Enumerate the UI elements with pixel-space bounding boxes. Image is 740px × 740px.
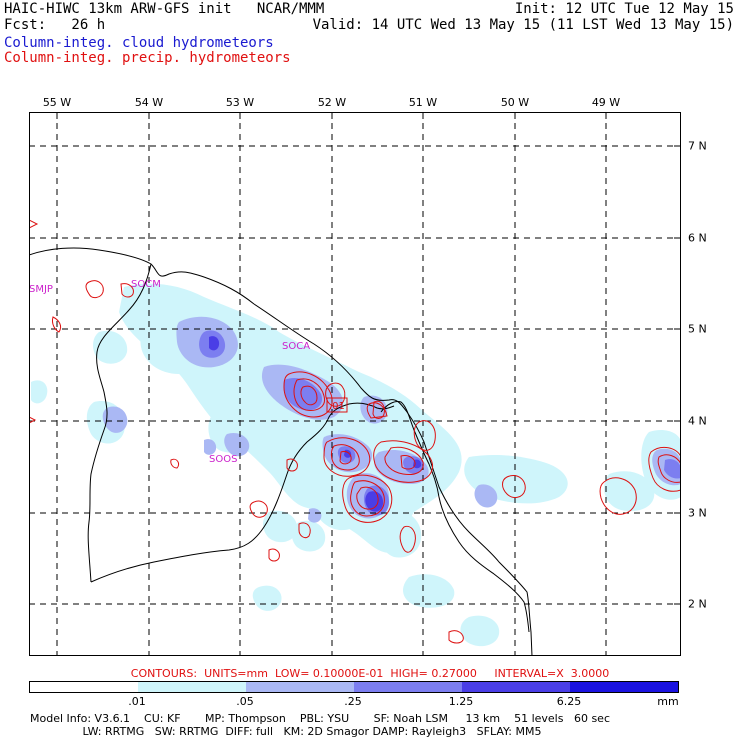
- lon-label-51w: 51 W: [408, 96, 438, 109]
- legend-tick-2: .25: [344, 695, 362, 708]
- legend-tick-0: .01: [128, 695, 146, 708]
- legend-seg-1: [138, 682, 246, 692]
- legend-tick-4: 6.25: [556, 695, 582, 708]
- station-soos: SOOS: [209, 454, 237, 465]
- lat-label-6n: 6 N: [688, 231, 707, 245]
- lat-label-3n: 3 N: [688, 506, 707, 520]
- map-frame: [29, 112, 681, 656]
- lon-label-52w: 52 W: [317, 96, 347, 109]
- plot-title: HAIC-HIWC 13km ARW-GFS init NCAR/MMM: [4, 1, 325, 17]
- lat-ticks: [674, 145, 681, 605]
- lat-label-2n: 2 N: [688, 597, 707, 611]
- lat-label-4n: 4 N: [688, 414, 707, 428]
- contour-info: CONTOURS: UNITS=mm LOW= 0.10000E-01 HIGH…: [130, 667, 610, 680]
- cloud-field-label: Column-integ. cloud hydrometeors: [4, 35, 274, 51]
- station-smjp: SMJP: [29, 284, 53, 295]
- lon-label-53w: 53 W: [225, 96, 255, 109]
- legend-seg-2: [246, 682, 354, 692]
- legend-tick-3: 1.25: [448, 695, 474, 708]
- lat-lon-grid: [29, 112, 681, 656]
- valid-time: Valid: 14 UTC Wed 13 May 15 (11 LST Wed …: [312, 17, 734, 33]
- forecast-hour: Fcst: 26 h: [4, 17, 106, 33]
- lat-label-7n: 7 N: [688, 139, 707, 153]
- model-info-line1: Model Info: V3.6.1 CU: KF MP: Thompson P…: [30, 712, 610, 725]
- lon-label-50w: 50 W: [500, 96, 530, 109]
- legend-seg-5: [570, 682, 678, 692]
- init-time: Init: 12 UTC Tue 12 May 15: [514, 1, 734, 17]
- legend-seg-3: [354, 682, 462, 692]
- model-info-line2: LW: RRTMG SW: RRTMG DIFF: full KM: 2D Sm…: [30, 725, 542, 738]
- station-socm: SOCM: [131, 279, 161, 290]
- legend-unit: mm: [657, 695, 679, 708]
- lon-label-55w: 55 W: [42, 96, 72, 109]
- station-soca: SOCA: [282, 341, 310, 352]
- lon-ticks: [56, 112, 607, 119]
- contour-label: .01: [329, 401, 345, 412]
- color-legend: [29, 681, 679, 693]
- lon-label-49w: 49 W: [591, 96, 621, 109]
- legend-seg-4: [462, 682, 570, 692]
- forecast-map: .01 SMJP SOCM SOCA SOOS: [29, 112, 681, 656]
- lat-label-5n: 5 N: [688, 322, 707, 336]
- precip-field-label: Column-integ. precip. hydrometeors: [4, 50, 291, 66]
- lon-label-54w: 54 W: [134, 96, 164, 109]
- legend-seg-0: [30, 682, 138, 692]
- legend-tick-1: .05: [236, 695, 254, 708]
- precip-contours: [29, 219, 681, 644]
- coastline: [29, 247, 533, 656]
- contour-label-box: [326, 397, 348, 413]
